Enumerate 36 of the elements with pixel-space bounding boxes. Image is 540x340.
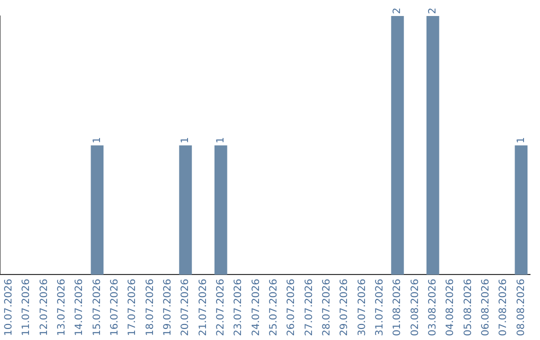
x-tick-label: 29.07.2026	[339, 278, 350, 336]
x-tick-label: 13.07.2026	[56, 278, 68, 336]
x-tick-label: 28.07.2026	[321, 278, 332, 336]
x-tick-label: 04.08.2026	[445, 278, 456, 336]
data-label: 2	[392, 8, 404, 14]
x-tick-label: 22.07.2026	[215, 278, 226, 336]
x-tick-label: 20.07.2026	[180, 278, 192, 336]
x-tick-label: 30.07.2026	[356, 278, 368, 336]
x-tick-label: 02.08.2026	[410, 278, 421, 336]
x-tick-label: 06.08.2026	[480, 278, 492, 336]
x-tick-label: 15.07.2026	[92, 278, 103, 336]
x-tick-label: 21.07.2026	[198, 278, 209, 336]
x-tick-label: 11.07.2026	[21, 278, 32, 336]
x-tick-label: 16.07.2026	[109, 278, 120, 336]
x-tick-label: 14.07.2026	[74, 278, 86, 336]
x-tick-label: 23.07.2026	[233, 278, 244, 336]
x-tick-label: 26.07.2026	[286, 278, 298, 336]
x-tick-label: 17.07.2026	[127, 278, 138, 336]
x-tick-label: 01.08.2026	[392, 278, 404, 336]
x-tick-label: 03.08.2026	[427, 278, 438, 336]
x-tick-label: 07.08.2026	[498, 278, 510, 336]
data-label: 1	[180, 136, 192, 144]
x-tick-label: 19.07.2026	[162, 278, 174, 336]
data-label: 1	[92, 136, 103, 144]
x-tick-label: 27.07.2026	[304, 278, 315, 336]
x-tick-label: 12.07.2026	[38, 278, 50, 336]
x-tick-label: 10.07.2026	[3, 278, 14, 336]
data-label: 2	[427, 8, 438, 14]
x-tick-label: 31.07.2026	[374, 278, 386, 336]
x-tick-label: 24.07.2026	[250, 278, 262, 336]
x-tick-label: 08.08.2026	[516, 278, 527, 336]
x-tick-label: 25.07.2026	[268, 278, 280, 336]
x-tick-label: 05.08.2026	[462, 278, 474, 336]
data-label: 1	[516, 136, 527, 144]
data-label: 1	[215, 136, 226, 144]
x-tick-label: 18.07.2026	[144, 278, 156, 336]
